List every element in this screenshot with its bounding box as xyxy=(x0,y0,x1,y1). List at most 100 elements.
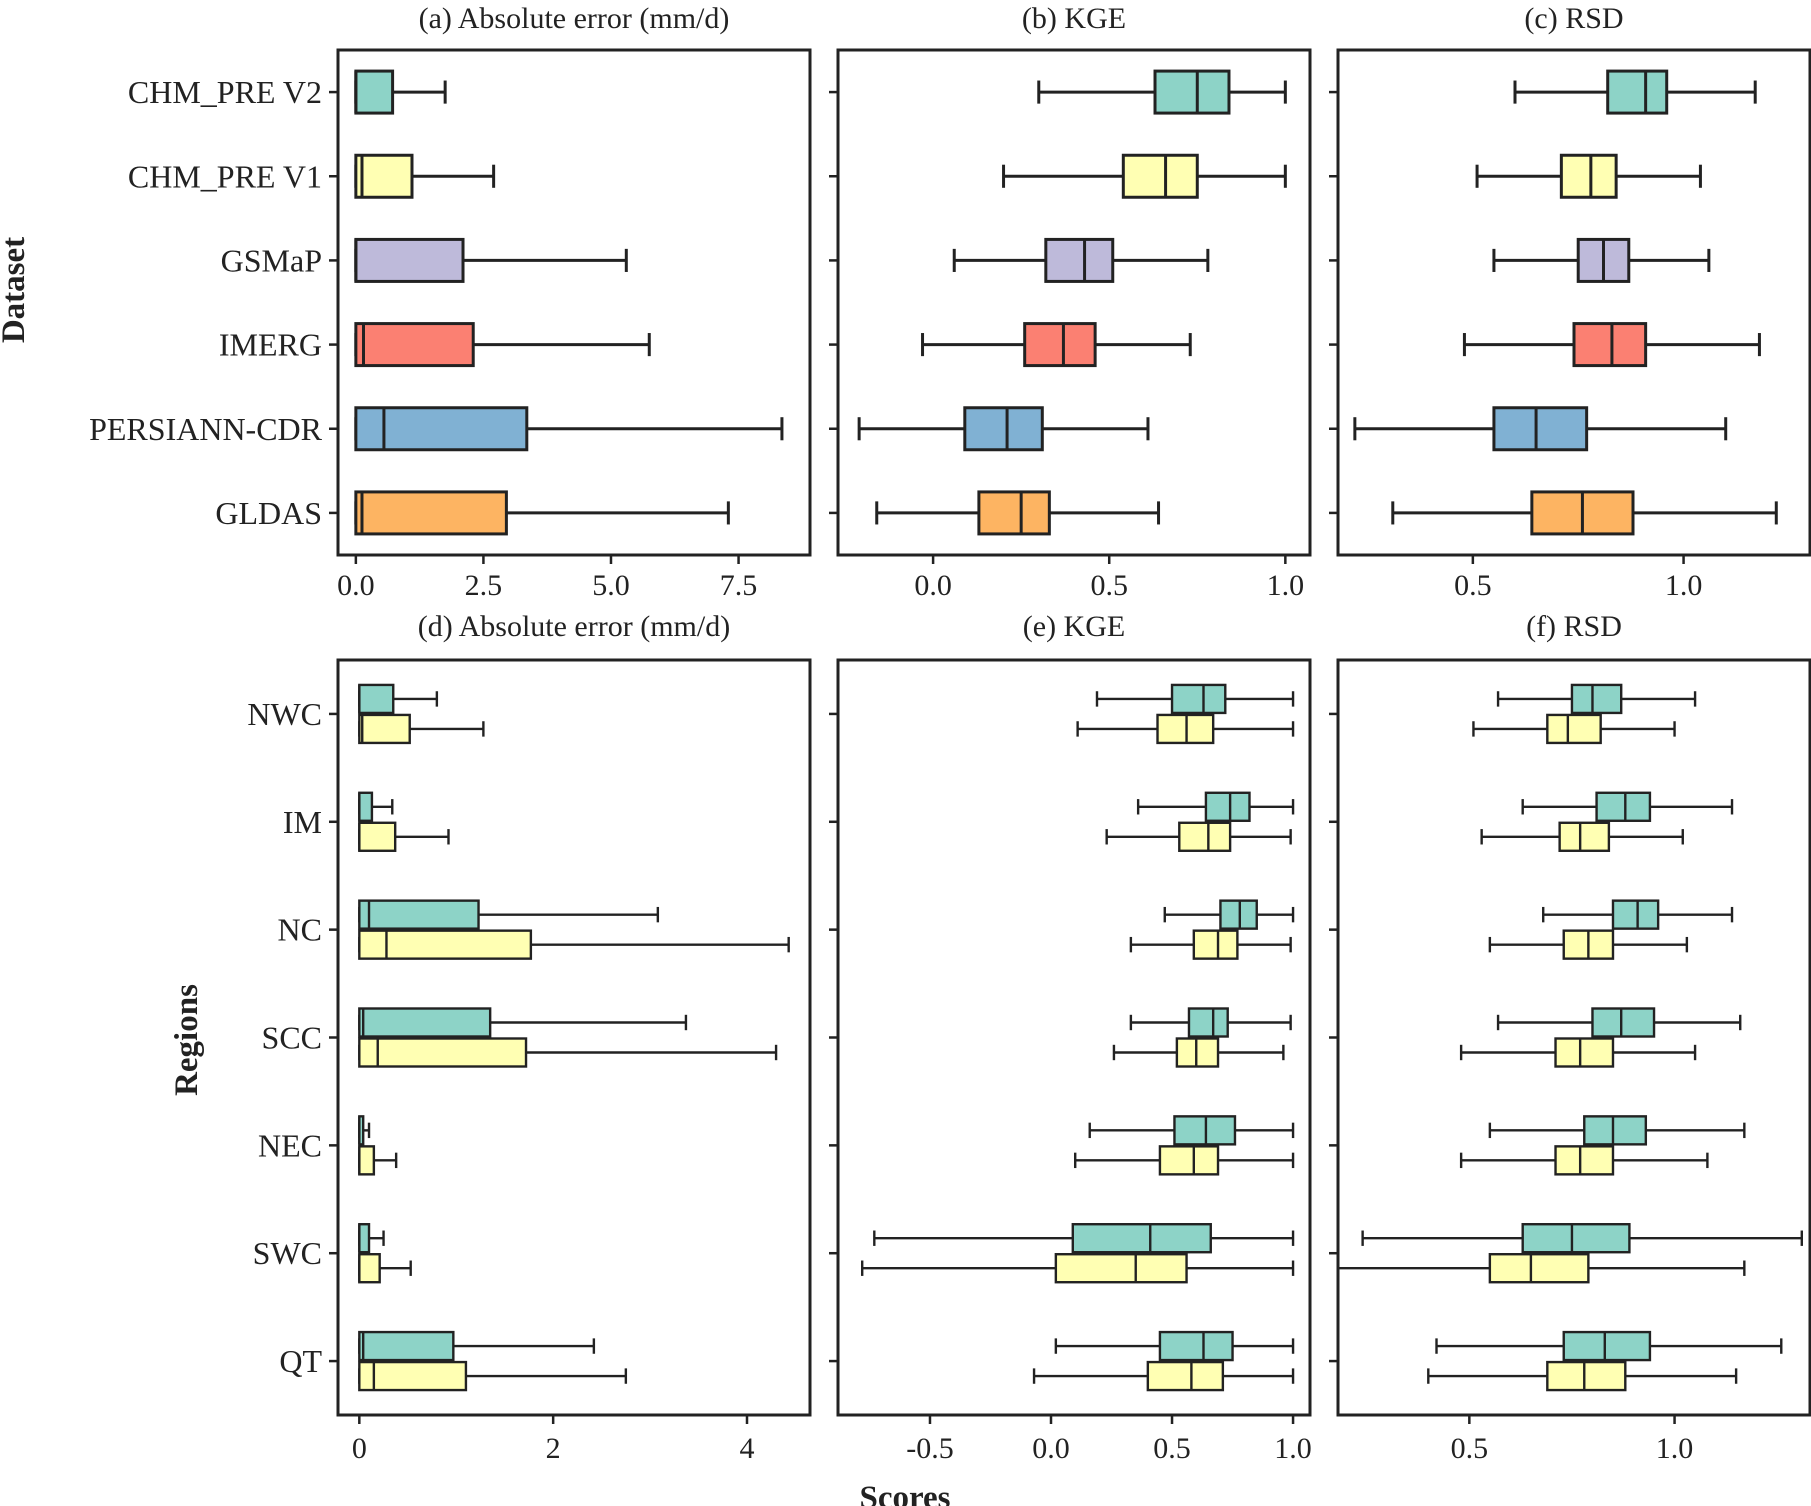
y-axis-label-regions: Regions xyxy=(169,984,205,1096)
category-label-gldas: GLDAS xyxy=(215,495,322,531)
category-label-chm-pre-v1: CHM_PRE V1 xyxy=(128,158,322,194)
category-label-persiann-cdr: PERSIANN-CDR xyxy=(89,411,323,447)
x-tick-label-d-2: 4 xyxy=(740,1432,755,1465)
box-c-chm-pre-v2-chm-pre-v2 xyxy=(1513,69,1757,115)
box-c-chm-pre-v1-chm-pre-v1 xyxy=(1475,153,1702,199)
box-d-nwc-chm-pre-v1 xyxy=(358,713,485,745)
category-label-nwc: NWC xyxy=(247,696,322,732)
box-iqr xyxy=(1121,153,1199,199)
box-a-persiann-cdr-persiann-cdr xyxy=(354,406,784,452)
box-f-scc-chm-pre-v1 xyxy=(1459,1037,1697,1068)
box-iqr xyxy=(1488,1253,1590,1284)
x-tick-label-e-0: -0.5 xyxy=(906,1432,954,1465)
x-tick-label-a-2: 5.0 xyxy=(592,569,630,602)
box-iqr xyxy=(1546,1360,1627,1392)
panel-e: (e) KGE -0.5 0.0 0.5 1.0 xyxy=(829,610,1312,1465)
box-iqr xyxy=(1219,899,1258,930)
box-b-persiann-cdr-persiann-cdr xyxy=(857,406,1150,452)
x-tick-label-a-3: 7.5 xyxy=(720,569,758,602)
box-iqr xyxy=(358,821,397,852)
box-iqr xyxy=(1606,69,1669,115)
box-iqr xyxy=(1562,1330,1652,1362)
box-c-persiann-cdr-persiann-cdr xyxy=(1353,406,1728,452)
box-iqr xyxy=(358,1360,468,1392)
box-iqr xyxy=(1591,1007,1656,1038)
box-e-nwc-chm-pre-v2 xyxy=(1095,683,1295,715)
panel-a: (a) Absolute error (mm/d) 0.0 2.5 5.0 7.5 CHM… xyxy=(89,2,812,602)
box-iqr xyxy=(358,1145,376,1176)
box-iqr xyxy=(1158,1145,1220,1176)
box-iqr xyxy=(1554,1145,1615,1176)
box-b-gsmap-gsmap xyxy=(952,237,1210,283)
box-iqr xyxy=(358,683,395,715)
box-iqr xyxy=(358,1007,492,1038)
box-iqr xyxy=(358,1253,381,1284)
x-tick-label-c-1: 1.0 xyxy=(1665,569,1703,602)
box-iqr xyxy=(1156,713,1215,745)
panel-frame-a xyxy=(336,48,812,557)
box-e-nec-chm-pre-v1 xyxy=(1074,1145,1295,1176)
panel-title-c: (c) RSD xyxy=(1524,2,1623,35)
box-a-gldas-gldas xyxy=(354,490,730,536)
box-f-nec-chm-pre-v1 xyxy=(1459,1145,1709,1176)
box-a-gsmap-gsmap xyxy=(354,237,628,283)
box-iqr xyxy=(963,406,1044,452)
box-c-imerg-imerg xyxy=(1462,322,1761,368)
panel-c: (c) RSD 0.5 1.0 xyxy=(1329,2,1811,602)
x-tick-label-a-1: 2.5 xyxy=(465,569,503,602)
box-d-swc-chm-pre-v1 xyxy=(358,1253,412,1284)
x-tick-label-b-2: 1.0 xyxy=(1267,569,1305,602)
box-iqr xyxy=(358,1330,455,1362)
x-axis-label: Scores xyxy=(859,1480,950,1506)
category-label-qt: QT xyxy=(279,1343,322,1379)
box-iqr xyxy=(1192,929,1239,960)
box-d-nc-chm-pre-v2 xyxy=(358,899,660,930)
panel-frame-e xyxy=(836,658,1312,1417)
panel-frame-f xyxy=(1336,658,1811,1417)
box-iqr xyxy=(1146,1360,1225,1392)
box-f-nwc-chm-pre-v2 xyxy=(1496,683,1697,715)
box-iqr xyxy=(354,237,465,283)
box-f-im-chm-pre-v2 xyxy=(1521,791,1734,822)
box-d-qt-chm-pre-v1 xyxy=(358,1360,628,1392)
box-iqr xyxy=(358,1223,371,1254)
box-e-scc-chm-pre-v1 xyxy=(1112,1037,1285,1068)
panels-group: (a) Absolute error (mm/d) 0.0 2.5 5.0 7.5 CHM… xyxy=(89,2,1811,1465)
box-iqr xyxy=(358,899,480,930)
box-iqr xyxy=(1554,1037,1615,1068)
y-axis-label-dataset: Dataset xyxy=(0,237,32,343)
panel-frame-d xyxy=(336,658,812,1417)
box-f-qt-chm-pre-v2 xyxy=(1435,1330,1783,1362)
box-f-qt-chm-pre-v1 xyxy=(1427,1360,1738,1392)
box-c-gsmap-gsmap xyxy=(1492,237,1711,283)
box-iqr xyxy=(1570,683,1623,715)
box-iqr xyxy=(1611,899,1660,930)
box-e-nc-chm-pre-v1 xyxy=(1129,929,1292,960)
category-label-nc: NC xyxy=(278,912,322,948)
box-iqr xyxy=(354,153,414,199)
box-iqr xyxy=(977,490,1051,536)
panel-title-a: (a) Absolute error (mm/d) xyxy=(419,2,730,35)
box-d-nec-chm-pre-v2 xyxy=(358,1115,371,1146)
panel-title-d: (d) Absolute error (mm/d) xyxy=(418,610,730,643)
box-iqr xyxy=(1170,683,1227,715)
panel-title-b: (b) KGE xyxy=(1022,2,1126,35)
box-d-scc-chm-pre-v2 xyxy=(358,1007,688,1038)
box-d-nc-chm-pre-v1 xyxy=(358,929,790,960)
x-tick-label-b-0: 0.0 xyxy=(914,569,952,602)
box-d-im-chm-pre-v2 xyxy=(358,791,394,822)
box-iqr xyxy=(1521,1223,1631,1254)
box-e-im-chm-pre-v1 xyxy=(1105,821,1292,852)
box-e-qt-chm-pre-v2 xyxy=(1054,1330,1295,1362)
panel-d: (d) Absolute error (mm/d) 0 2 4 NWC IM NC SCC NE… xyxy=(247,610,812,1465)
box-e-im-chm-pre-v2 xyxy=(1136,791,1295,822)
box-f-scc-chm-pre-v2 xyxy=(1496,1007,1742,1038)
box-d-nec-chm-pre-v1 xyxy=(358,1145,398,1176)
x-tick-label-e-2: 0.5 xyxy=(1153,1432,1191,1465)
box-iqr xyxy=(1572,322,1648,368)
box-f-nwc-chm-pre-v1 xyxy=(1472,713,1676,745)
x-tick-label-c-0: 0.5 xyxy=(1454,569,1492,602)
box-iqr xyxy=(1175,1037,1220,1068)
box-iqr xyxy=(354,406,529,452)
